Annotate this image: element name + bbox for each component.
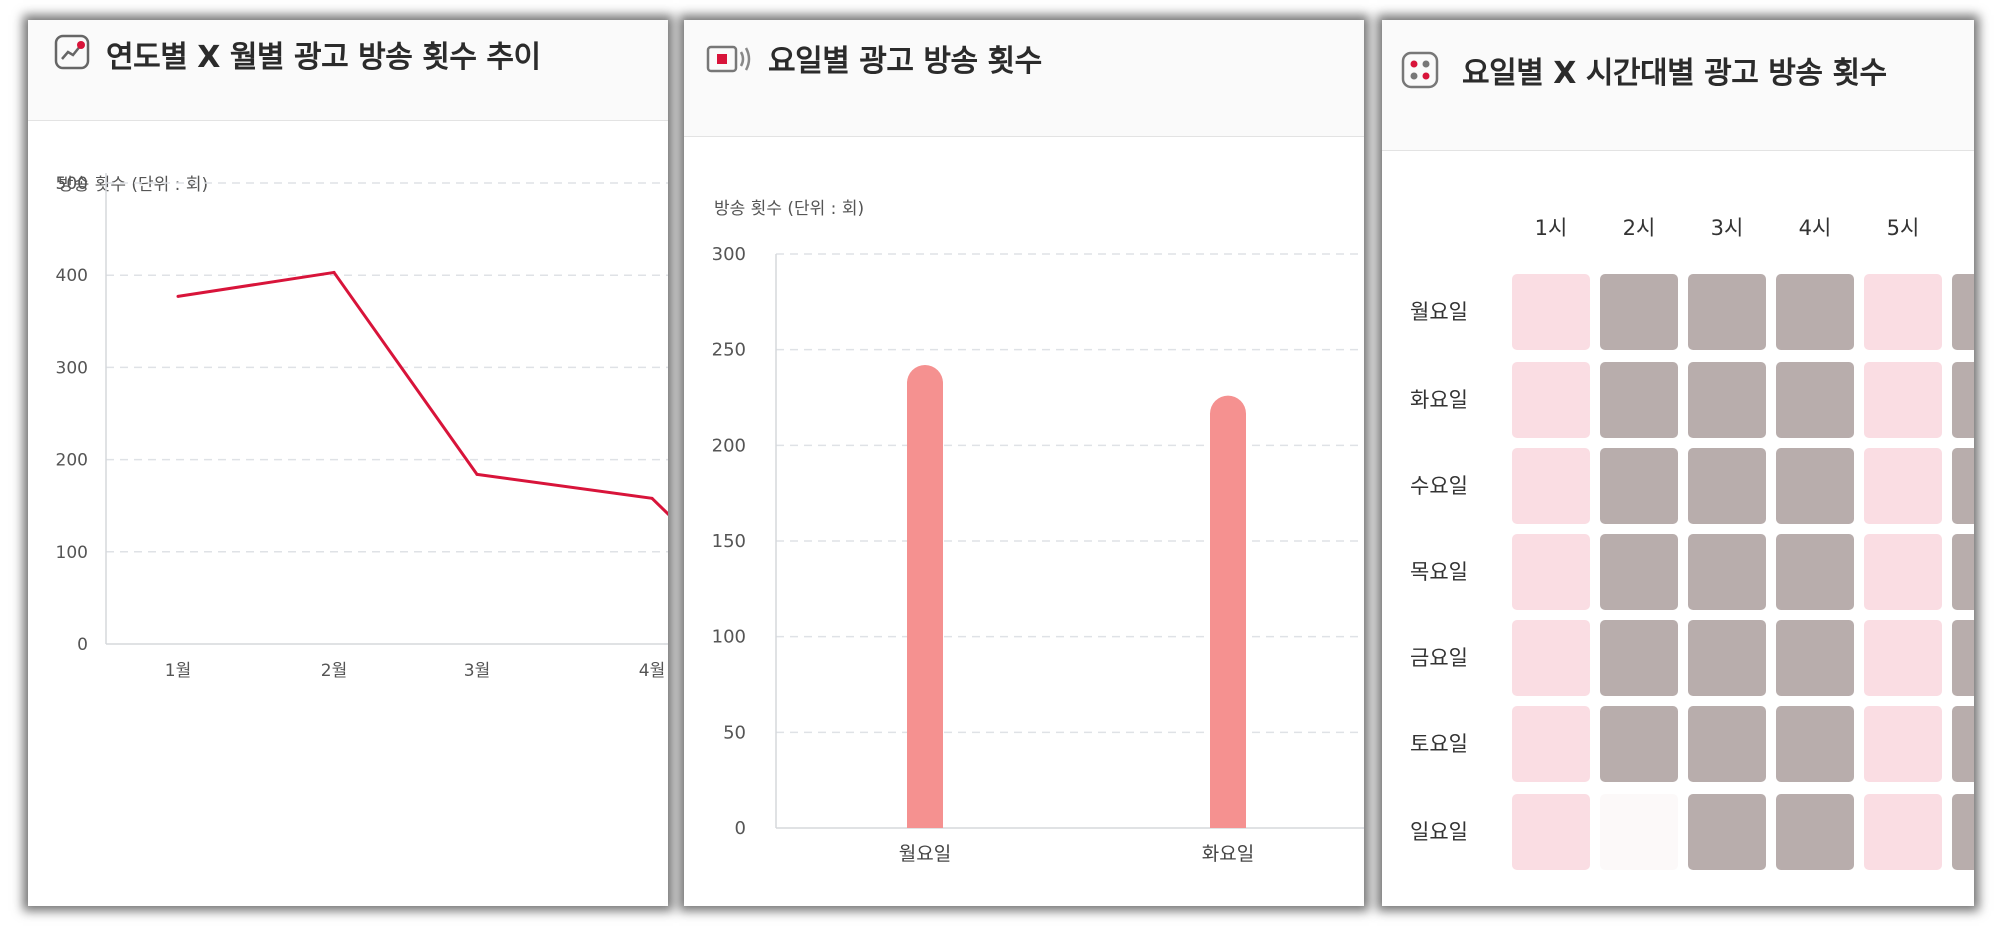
line-chart-unit-label: 방송 횟수 (단위 : 회) — [58, 175, 209, 195]
heatmap-cell-clipped — [1952, 274, 1974, 350]
x-tick-label: 1월 — [165, 661, 191, 681]
heatmap-cell — [1688, 534, 1766, 610]
line-point — [475, 472, 479, 476]
y-tick-label: 50 — [723, 722, 746, 743]
bar-chart-panel: 요일별 광고 방송 횟수 방송 횟수 (단위 : 회) 0 50 100 150 200… — [684, 20, 1364, 906]
heatmap-cell — [1600, 534, 1678, 610]
heatmap-column-label: 1시 — [1534, 216, 1568, 240]
heatmap-cell-clipped — [1952, 706, 1974, 782]
y-tick-label: 0 — [735, 818, 746, 839]
heatmap-cell-clipped — [1952, 448, 1974, 524]
y-tick-label: 400 — [56, 266, 88, 286]
grid-dots-icon — [1401, 51, 1439, 89]
heatmap-cell — [1776, 706, 1854, 782]
heatmap-cell — [1864, 362, 1942, 438]
heatmap-header: 요일별 X 시간대별 광고 방송 횟수 — [1382, 20, 1974, 151]
line-series — [177, 270, 668, 516]
line-point — [650, 496, 654, 500]
heatmap-cell — [1864, 706, 1942, 782]
heatmap-cell — [1600, 620, 1678, 696]
line-chart-header: 연도별 X 월별 광고 방송 횟수 추이 — [28, 20, 668, 121]
heatmap-cell-clipped — [1952, 362, 1974, 438]
y-tick-label: 500 — [56, 174, 88, 194]
heatmap-row-label: 토요일 — [1410, 732, 1468, 756]
heatmap-column-label: 4시 — [1798, 216, 1832, 240]
y-tick-label: 150 — [712, 531, 746, 552]
heatmap-cell — [1776, 620, 1854, 696]
heatmap-cell — [1512, 362, 1590, 438]
heatmap-cell — [1776, 448, 1854, 524]
bar-chart-title: 요일별 광고 방송 횟수 — [768, 44, 1042, 79]
heatmap-cell — [1864, 794, 1942, 870]
y-tick-label: 250 — [712, 340, 746, 361]
line-chart-panel: 연도별 X 월별 광고 방송 횟수 추이 방송 횟수 (단위 : 회) 0 100… — [28, 20, 668, 906]
heatmap-column-label: 3시 — [1710, 216, 1744, 240]
heatmap-title: 요일별 X 시간대별 광고 방송 횟수 — [1462, 56, 1887, 91]
heatmap-cell — [1688, 620, 1766, 696]
heatmap-cell — [1776, 794, 1854, 870]
heatmap-column-label: 2시 — [1622, 216, 1656, 240]
heatmap-cell — [1600, 706, 1678, 782]
heatmap-cell — [1688, 274, 1766, 350]
heatmap-cell — [1864, 534, 1942, 610]
bar-chart: 0 50 100 150 200 250 300 월요일 화요일 — [712, 244, 1364, 865]
heatmap-row-label: 화요일 — [1410, 388, 1468, 412]
y-tick-label: 200 — [56, 451, 88, 471]
heatmap-cell — [1512, 620, 1590, 696]
heatmap-cell-clipped — [1952, 620, 1974, 696]
heatmap-column-label: 5시 — [1886, 216, 1920, 240]
heatmap-cell — [1512, 534, 1590, 610]
heatmap-cell — [1864, 620, 1942, 696]
heatmap-cell-clipped — [1952, 794, 1974, 870]
x-tick-label: 월요일 — [899, 843, 951, 865]
heatmap-cell — [1688, 448, 1766, 524]
heatmap-cell — [1512, 706, 1590, 782]
line-chart-icon — [54, 34, 90, 70]
bar-chart-unit-label: 방송 횟수 (단위 : 회) — [714, 199, 865, 219]
heatmap-cell — [1600, 362, 1678, 438]
heatmap-cell — [1864, 448, 1942, 524]
x-tick-label: 4월 — [639, 661, 665, 681]
y-tick-label: 300 — [712, 244, 746, 265]
heatmap-row-label: 일요일 — [1410, 820, 1468, 844]
heatmap-cell — [1600, 794, 1678, 870]
heatmap-cell-clipped — [1952, 534, 1974, 610]
heatmap-cell — [1688, 794, 1766, 870]
x-tick-label: 화요일 — [1202, 843, 1254, 865]
heatmap-cell — [1688, 362, 1766, 438]
x-tick-label: 2월 — [321, 661, 347, 681]
bar-tuesday — [1210, 395, 1246, 828]
line-chart: 0 100 200 300 400 500 1월 2월 3월 4월 — [56, 173, 668, 681]
heatmap-cell — [1512, 794, 1590, 870]
y-tick-label: 200 — [712, 435, 746, 456]
y-tick-label: 100 — [56, 543, 88, 563]
broadcast-icon — [706, 45, 751, 73]
heatmap-cell — [1776, 274, 1854, 350]
heatmap-cell — [1864, 274, 1942, 350]
y-tick-label: 300 — [56, 358, 88, 378]
line-point — [176, 294, 180, 298]
heatmap-cell — [1688, 706, 1766, 782]
heatmap-row-label: 월요일 — [1410, 300, 1468, 324]
heatmap-row-label: 금요일 — [1410, 646, 1468, 670]
bar-monday — [907, 364, 943, 828]
bar-chart-header: 요일별 광고 방송 횟수 — [684, 20, 1364, 137]
heatmap-cell — [1512, 274, 1590, 350]
heatmap-cell — [1600, 274, 1678, 350]
heatmap-cell — [1776, 534, 1854, 610]
x-tick-label: 3월 — [464, 661, 490, 681]
heatmap-cell — [1512, 448, 1590, 524]
y-tick-label: 0 — [77, 635, 88, 655]
heatmap-row-label: 수요일 — [1410, 474, 1468, 498]
heatmap-cell — [1776, 362, 1854, 438]
heatmap-cell — [1600, 448, 1678, 524]
line-point — [332, 270, 336, 274]
line-chart-title: 연도별 X 월별 광고 방송 횟수 추이 — [106, 40, 541, 75]
heatmap-row-label: 목요일 — [1410, 560, 1468, 584]
y-tick-label: 100 — [712, 627, 746, 648]
